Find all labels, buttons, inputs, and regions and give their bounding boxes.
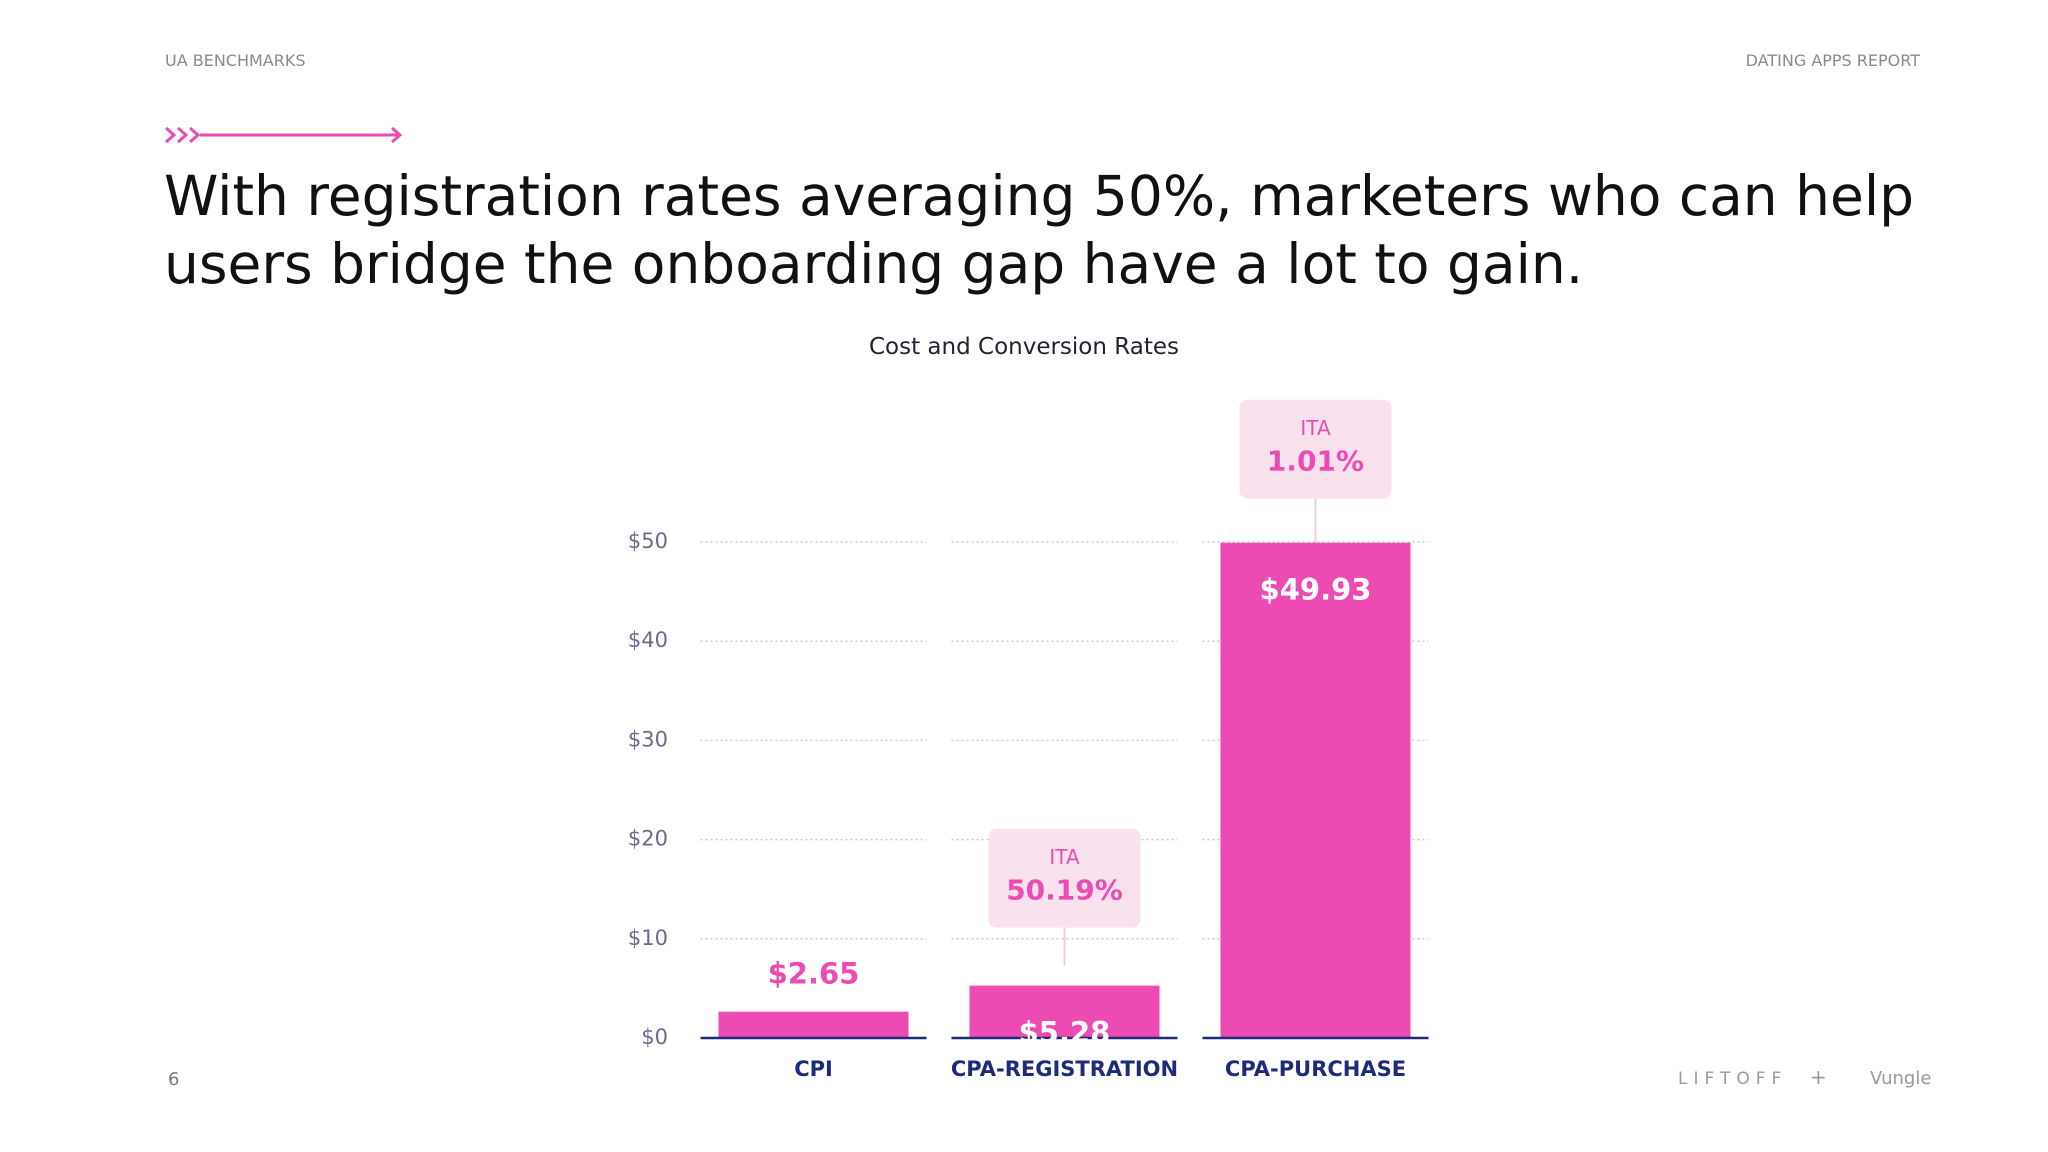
y-tick-label: $50 <box>628 529 668 553</box>
bar <box>718 1011 909 1038</box>
annotation-value: 50.19% <box>1006 874 1123 907</box>
bar <box>1220 542 1411 1038</box>
chart-title: Cost and Conversion Rates <box>869 334 1179 360</box>
annotation-label: ITA <box>1049 845 1080 869</box>
y-tick-label: $10 <box>628 926 668 950</box>
arrow-decoration <box>165 126 403 144</box>
page-number: 6 <box>168 1069 179 1090</box>
header-right: DATING APPS REPORT <box>1746 51 1921 70</box>
x-tick-label: CPI <box>794 1057 833 1081</box>
header-left: UA BENCHMARKS <box>165 51 306 70</box>
x-tick-label: CPA-PURCHASE <box>1225 1057 1406 1081</box>
y-tick-label: $30 <box>628 727 668 751</box>
y-tick-label: $40 <box>628 628 668 652</box>
bar <box>969 985 1160 1038</box>
y-tick-label: $20 <box>628 827 668 851</box>
value-label: $2.65 <box>768 957 860 991</box>
headline: With registration rates averaging 50%, m… <box>164 164 1914 228</box>
y-tick-label: $0 <box>641 1025 668 1049</box>
value-label: $49.93 <box>1260 573 1372 607</box>
logo: LIFTOFF <box>1678 1069 1787 1089</box>
headline: users bridge the onboarding gap have a l… <box>164 232 1583 296</box>
annotation-value: 1.01% <box>1267 445 1364 478</box>
annotation-label: ITA <box>1300 416 1331 440</box>
annotation-box <box>988 828 1141 928</box>
chart: $0 $10 $20 $30 $40 $50 CPI $2.65 CPA-REGISTRATIO… <box>628 399 1429 1081</box>
x-tick-label: CPA-REGISTRATION <box>951 1057 1178 1081</box>
logo: + <box>1810 1065 1827 1089</box>
logo: Vungle <box>1870 1068 1931 1089</box>
annotation-box <box>1239 399 1392 499</box>
value-label: $5.28 <box>1019 1016 1111 1050</box>
